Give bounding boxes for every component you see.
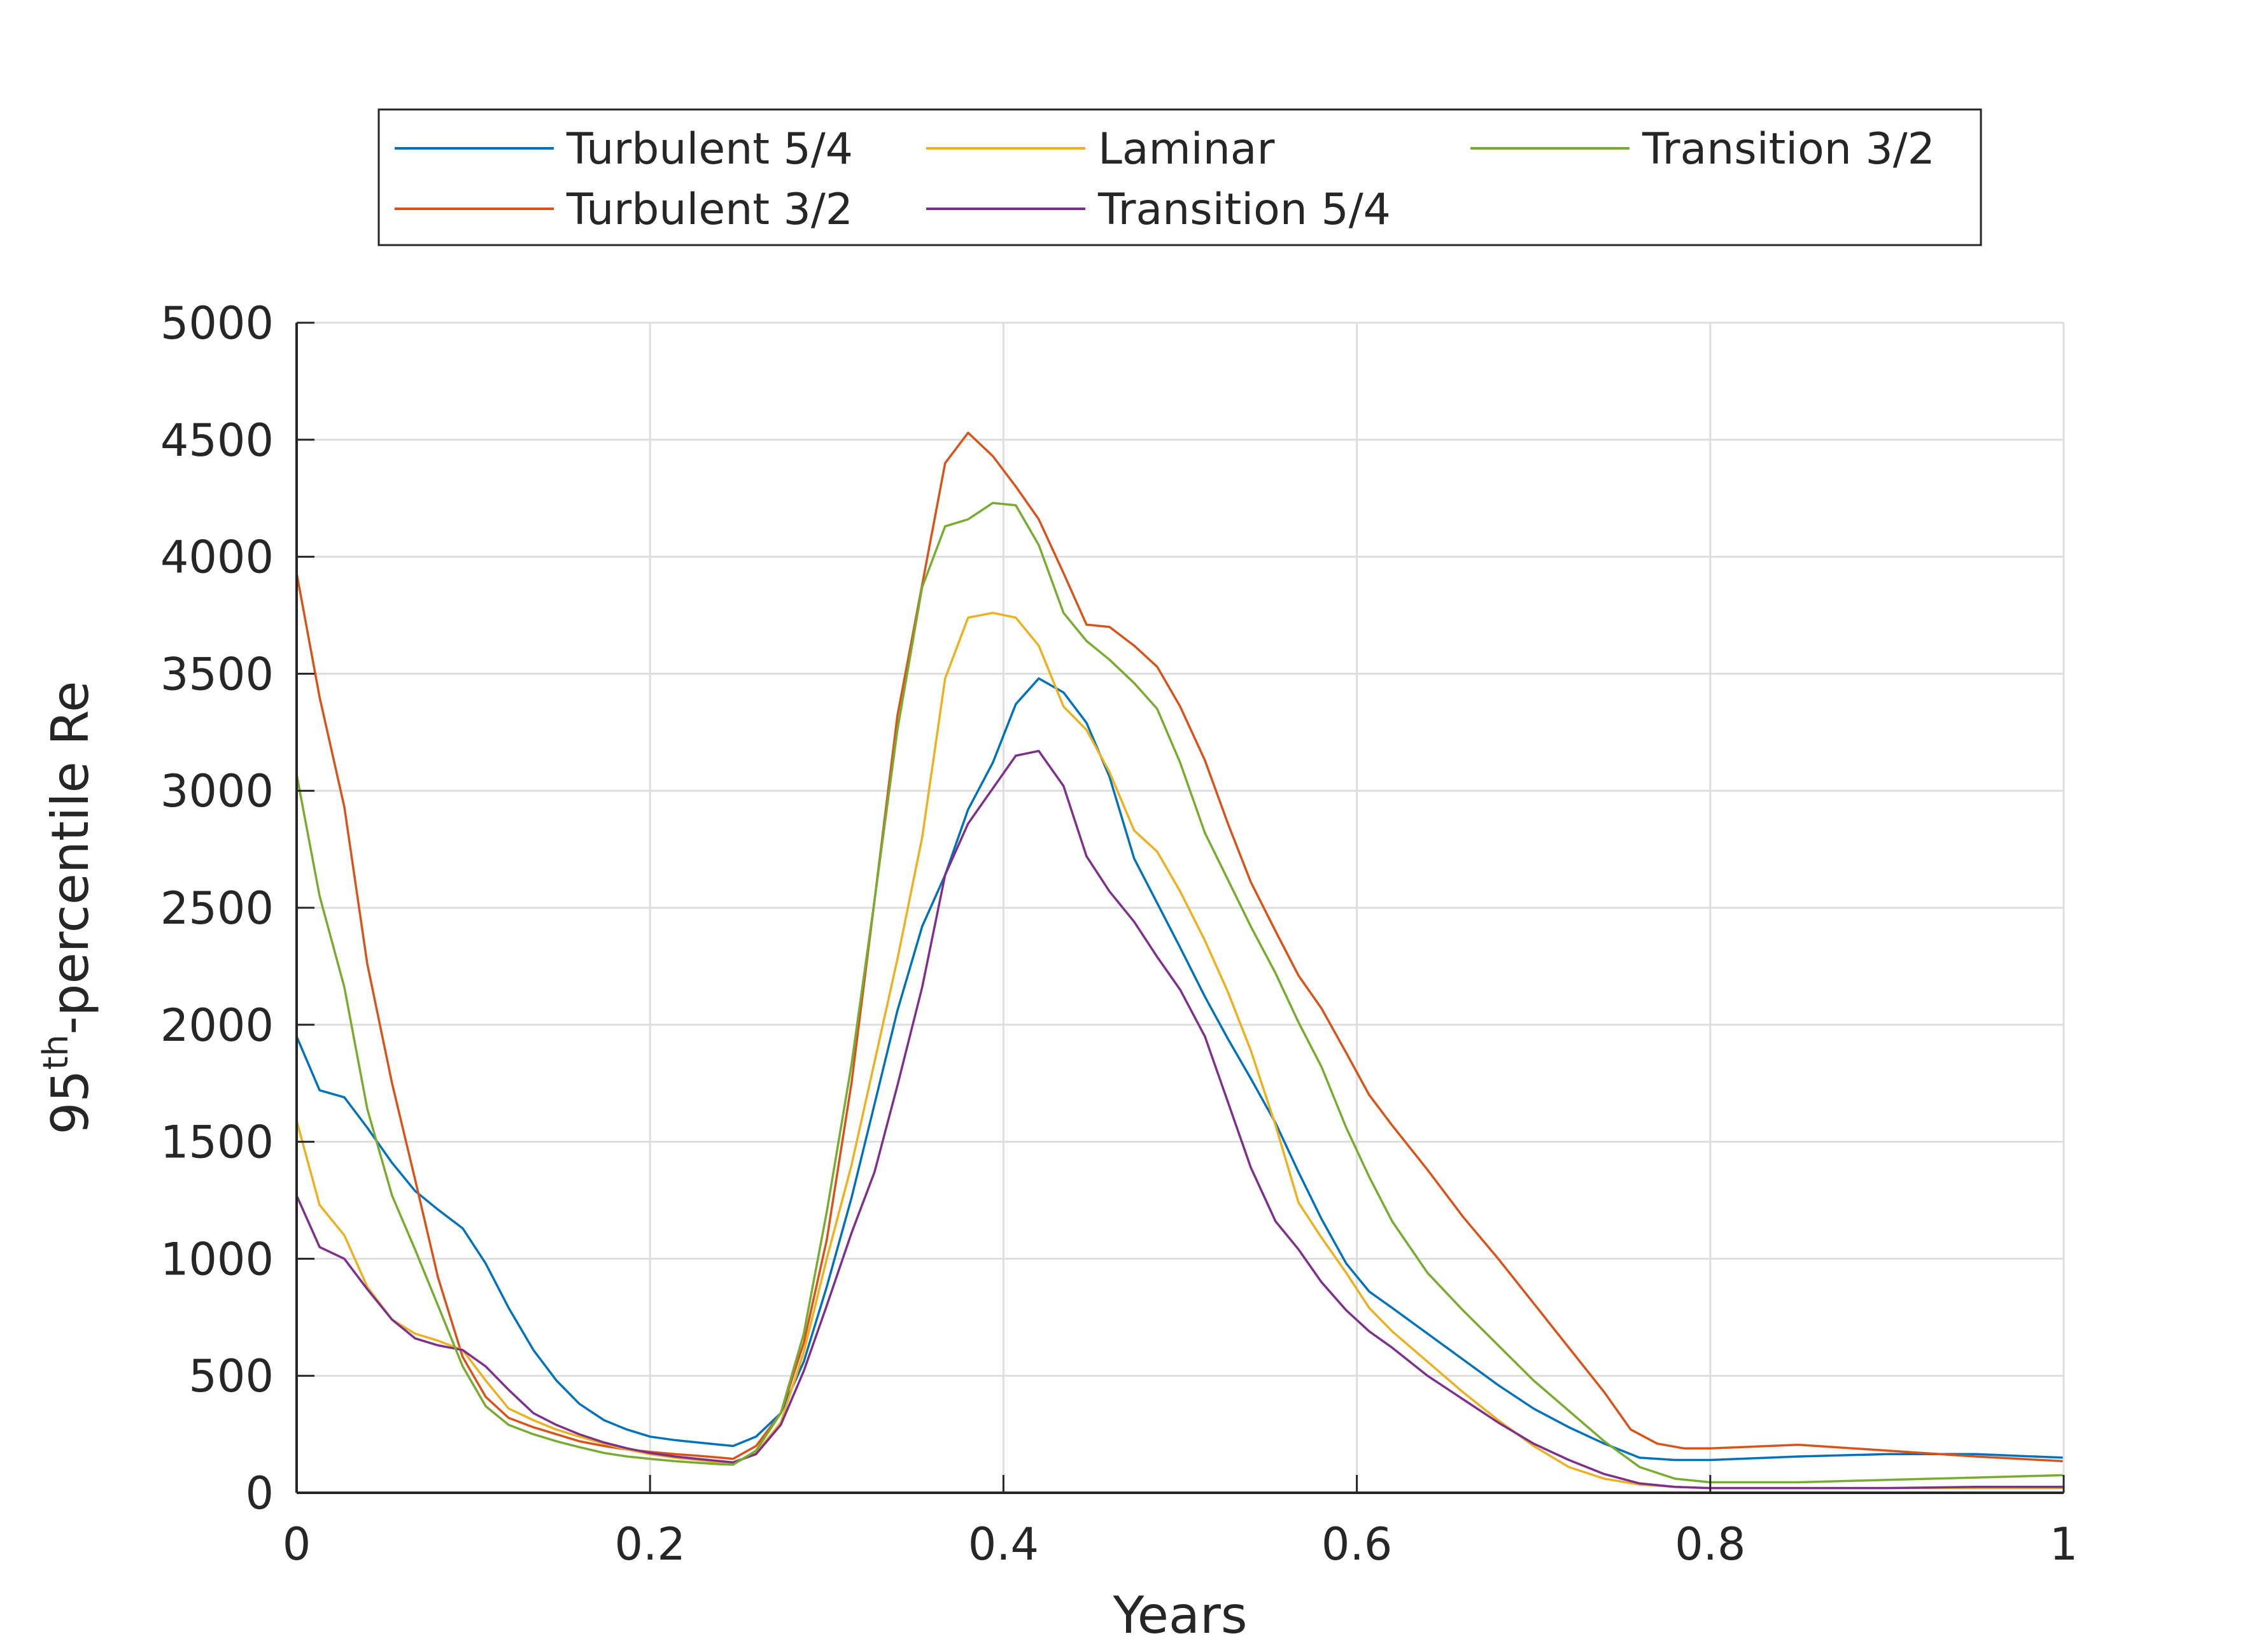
legend: Turbulent 5/4 Turbulent 3/2 Laminar Transit…	[377, 108, 1982, 246]
x-tick-label: 0.4	[968, 1518, 1039, 1570]
axes	[295, 321, 2065, 1494]
legend-label-4: Transition 3/2	[1642, 124, 1935, 174]
y-axis-title-base: 95	[41, 1070, 100, 1135]
x-tick-label: 0	[283, 1518, 311, 1570]
series-line-2	[295, 612, 2064, 1490]
series-line-3	[295, 749, 2064, 1490]
y-axis-title-sup: th	[36, 1034, 76, 1069]
y-axis-title-rest: -percentile Re	[41, 681, 100, 1035]
y-tick-label: 0	[245, 1467, 274, 1520]
legend-box	[377, 108, 1982, 246]
series-line-4	[295, 502, 2064, 1484]
x-axis-title: Years	[1112, 1586, 1247, 1643]
series-line-1	[295, 432, 2064, 1463]
y-tick-label: 3500	[160, 648, 274, 700]
y-tick-label: 3000	[160, 765, 274, 817]
y-tick-label: 5000	[160, 297, 274, 349]
y-tick-label: 2000	[160, 999, 274, 1052]
y-tick-label: 500	[188, 1350, 274, 1402]
tick-labels: 0 0.2 0.4 0.6 0.8 1 0 500 1000 1500 2000 2500 3000 35…	[160, 297, 2078, 1570]
series-line-0	[295, 677, 2064, 1462]
legend-label-3: Transition 5/4	[1097, 185, 1391, 235]
x-tick-label: 0.8	[1675, 1518, 1745, 1570]
x-tick-label: 1	[2050, 1518, 2078, 1570]
legend-label-1: Turbulent 3/2	[566, 185, 853, 235]
y-tick-label: 4000	[160, 532, 274, 584]
x-tick-label: 0.2	[615, 1518, 686, 1570]
legend-label-0: Turbulent 5/4	[566, 124, 853, 174]
y-tick-label: 1500	[160, 1117, 274, 1169]
grid-lines	[297, 323, 2064, 1493]
series-lines	[295, 432, 2064, 1490]
x-tick-label: 0.6	[1321, 1518, 1392, 1570]
legend-label-2: Laminar	[1098, 124, 1274, 174]
y-tick-label: 2500	[160, 882, 274, 934]
y-axis-title: 95th-percentile Re	[36, 681, 100, 1135]
y-tick-label: 4500	[160, 414, 274, 467]
y-tick-label: 1000	[160, 1233, 274, 1285]
